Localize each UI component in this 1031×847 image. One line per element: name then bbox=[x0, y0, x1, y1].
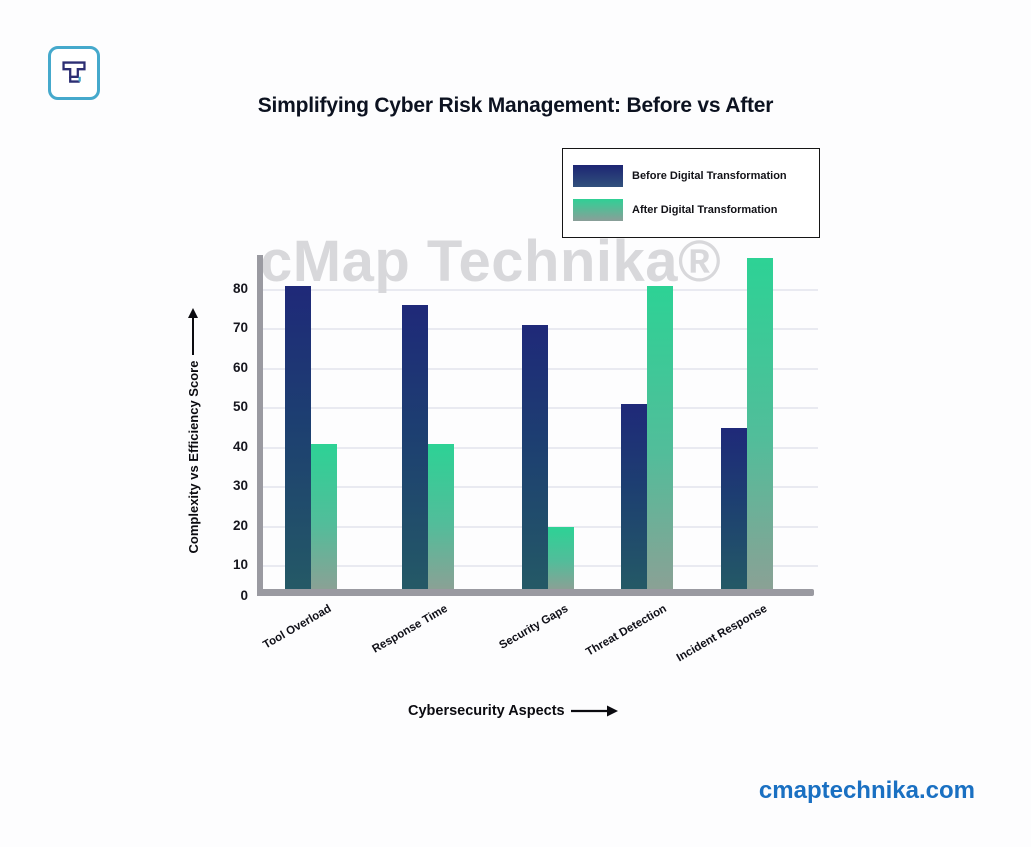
x-axis-title: Cybersecurity Aspects bbox=[408, 701, 619, 721]
bar-after-threat-detection bbox=[647, 285, 673, 589]
bar-before-security-gaps bbox=[522, 325, 548, 589]
bar-before-incident-response bbox=[721, 428, 747, 589]
x-axis-title-text: Cybersecurity Aspects bbox=[408, 703, 565, 719]
bar-after-tool-overload bbox=[311, 443, 337, 589]
bar-before-tool-overload bbox=[285, 285, 311, 589]
x-category-label-incident-response: Incident Response bbox=[674, 602, 769, 665]
x-axis-arrow-icon bbox=[570, 705, 618, 717]
legend-label-after: After Digital Transformation bbox=[632, 204, 778, 216]
y-tick-label-40: 40 bbox=[232, 438, 248, 454]
x-axis-line bbox=[257, 589, 814, 596]
bar-before-threat-detection bbox=[621, 404, 647, 589]
y-tick-label-60: 60 bbox=[232, 359, 248, 375]
y-tick-label-0: 0 bbox=[240, 588, 248, 603]
y-axis-title: Complexity vs Efficiency Score bbox=[183, 300, 203, 560]
legend-swatch-before bbox=[573, 165, 623, 187]
bar-after-response-time bbox=[428, 443, 454, 589]
y-tick-label-20: 20 bbox=[232, 517, 248, 533]
brand-logo bbox=[48, 46, 100, 100]
chart-title: Simplifying Cyber Risk Management: Befor… bbox=[257, 94, 774, 117]
legend: Before Digital Transformation After Digi… bbox=[562, 148, 820, 238]
y-axis-line bbox=[257, 255, 263, 596]
watermark: cMap Technika® bbox=[260, 229, 722, 294]
legend-item-after: After Digital Transformation bbox=[573, 195, 819, 225]
y-tick-label-50: 50 bbox=[232, 399, 248, 415]
y-tick-label-70: 70 bbox=[232, 320, 248, 336]
legend-item-before: Before Digital Transformation bbox=[573, 161, 819, 191]
y-axis-arrow-icon bbox=[188, 307, 198, 355]
y-tick-label-30: 30 bbox=[232, 478, 248, 494]
gridline-y-80 bbox=[262, 288, 818, 291]
x-category-label-threat-detection: Threat Detection bbox=[584, 602, 669, 659]
legend-label-before: Before Digital Transformation bbox=[632, 170, 787, 182]
website-link[interactable]: cmaptechnika.com bbox=[758, 777, 975, 804]
bar-before-response-time bbox=[402, 305, 428, 589]
x-category-label-tool-overload: Tool Overload bbox=[260, 602, 333, 652]
x-category-label-security-gaps: Security Gaps bbox=[497, 602, 570, 652]
bar-after-security-gaps bbox=[548, 526, 574, 589]
y-tick-label-80: 80 bbox=[232, 280, 248, 296]
logo-monogram-icon bbox=[62, 61, 86, 83]
y-tick-label-10: 10 bbox=[232, 557, 248, 573]
y-axis-title-text: Complexity vs Efficiency Score bbox=[185, 360, 201, 554]
legend-swatch-after bbox=[573, 199, 623, 221]
x-category-label-response-time: Response Time bbox=[370, 602, 450, 656]
bar-after-incident-response bbox=[747, 257, 773, 589]
